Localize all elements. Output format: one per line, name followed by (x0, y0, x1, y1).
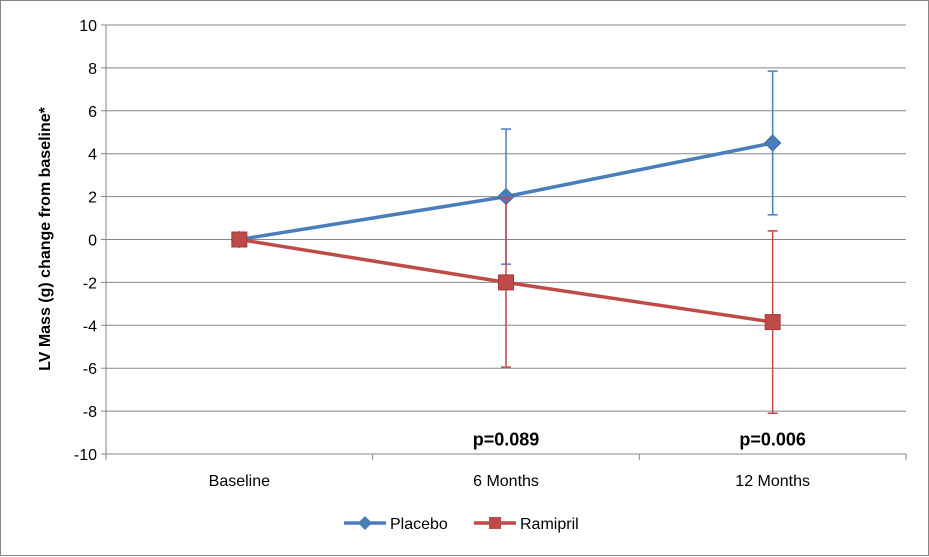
annotations: p=0.089 p=0.006 (473, 429, 806, 449)
y-tick-label: -4 (83, 318, 97, 335)
y-tick-label: 0 (88, 233, 97, 250)
series-layer (230, 70, 782, 414)
legend-label: Ramipril (520, 516, 579, 533)
legend-marker (358, 516, 372, 530)
y-tick-label: -2 (83, 275, 97, 292)
p-value-annotation: p=0.089 (473, 429, 540, 449)
y-tick-label: 10 (79, 18, 97, 35)
y-tick-label: -10 (74, 447, 97, 464)
y-tick-label: 8 (88, 61, 97, 78)
legend-marker (489, 517, 501, 529)
x-tick-label: 6 Months (473, 473, 539, 490)
series-ramipril (231, 196, 781, 414)
y-tick-label: -8 (83, 404, 97, 421)
legend-item-ramipril: Ramipril (474, 516, 579, 533)
data-point (231, 231, 248, 248)
legend-label: Placebo (390, 516, 448, 533)
y-tick-label: -6 (83, 361, 97, 378)
x-tick-label: Baseline (209, 473, 270, 490)
y-tick-label: 6 (88, 104, 97, 121)
data-point (764, 314, 781, 331)
y-axis-label: LV Mass (g) change from baseline* (37, 106, 54, 371)
data-point (763, 134, 782, 152)
p-value-annotation: p=0.006 (739, 429, 806, 449)
y-tick-label: 4 (88, 147, 97, 164)
legend: Placebo Ramipril (344, 516, 579, 533)
data-point (498, 274, 514, 291)
axes: -10 -8 -6 -4 -2 0 2 4 6 8 10 Baseline 6 Months 12 Mon… (74, 18, 907, 490)
legend-item-placebo: Placebo (344, 516, 448, 533)
y-tick-label: 2 (88, 190, 97, 207)
x-tick-label: 12 Months (735, 473, 810, 490)
